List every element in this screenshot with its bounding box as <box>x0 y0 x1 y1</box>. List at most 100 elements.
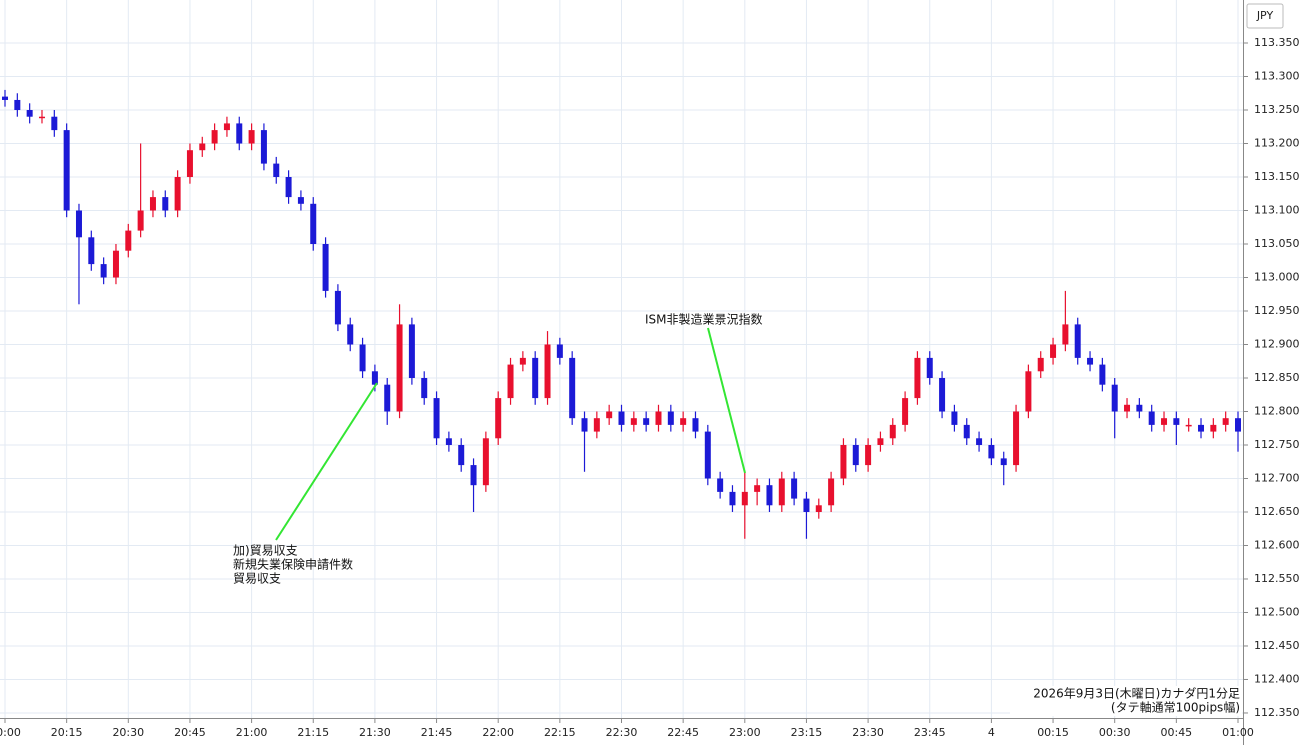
candle-body <box>1087 357 1094 365</box>
x-tick-label: 22:45 <box>667 726 699 739</box>
candle-body <box>371 371 378 385</box>
currency-box <box>1246 3 1284 29</box>
candle-body <box>865 444 872 466</box>
x-tick-label: 21:45 <box>421 726 453 739</box>
candle-body <box>951 411 958 425</box>
candle-body <box>1074 324 1081 358</box>
candle-body <box>1111 384 1118 412</box>
candle-body <box>51 116 58 131</box>
y-tick-label: 112.350 <box>1254 706 1300 719</box>
annotation-pointer <box>275 382 378 541</box>
candle-body <box>408 324 415 378</box>
candle-body <box>1161 418 1168 425</box>
x-tick-label: 21:15 <box>297 726 329 739</box>
candle-body <box>125 230 132 251</box>
candle-body <box>199 143 206 151</box>
annotation-pointer <box>707 327 746 474</box>
candle-body <box>1000 458 1007 466</box>
candle-body <box>976 438 983 445</box>
candle-body <box>1173 418 1180 425</box>
candle-body <box>902 398 909 425</box>
x-tick-label: 22:00 <box>482 726 514 739</box>
candle-body <box>581 418 588 432</box>
candle-body <box>1210 424 1217 432</box>
y-tick-label: 112.800 <box>1254 404 1300 417</box>
candle-body <box>322 244 329 291</box>
candle-body <box>1148 411 1155 425</box>
x-tick-label: 23:45 <box>914 726 946 739</box>
x-tick-label: 22:30 <box>606 726 638 739</box>
y-tick-label: 113.200 <box>1254 137 1300 150</box>
candle-body <box>828 478 835 506</box>
candle-body <box>926 357 933 378</box>
annotation: 新規失業保険申請件数 <box>233 557 353 572</box>
candle-body <box>889 424 896 439</box>
y-tick-label: 112.500 <box>1254 605 1300 618</box>
candle-body <box>334 290 341 325</box>
y-tick-label: 113.300 <box>1254 70 1300 83</box>
x-tick-label: 23:15 <box>791 726 823 739</box>
candle-body <box>100 264 107 278</box>
candle-body <box>1025 371 1032 412</box>
candle-body <box>482 438 489 486</box>
candle-body <box>1099 364 1106 385</box>
candle-body <box>396 324 403 412</box>
x-tick-label: 21:30 <box>359 726 391 739</box>
candle-body <box>174 177 181 211</box>
candle-body <box>593 418 600 432</box>
candle-body <box>2 96 8 100</box>
candle-body <box>26 110 33 117</box>
x-tick-label: 4 <box>988 726 995 739</box>
y-tick-label: 112.700 <box>1254 471 1300 484</box>
y-tick-label: 113.150 <box>1254 170 1300 183</box>
candle-body <box>88 237 95 265</box>
candle-body <box>778 478 785 506</box>
candle-body <box>840 444 847 479</box>
candle-body <box>63 130 70 211</box>
x-tick-label: 00:45 <box>1160 726 1192 739</box>
candle-body <box>618 411 625 425</box>
candle-body <box>766 485 773 506</box>
candle-body <box>556 344 563 358</box>
y-tick-label: 113.050 <box>1254 237 1300 250</box>
y-tick-label: 112.450 <box>1254 639 1300 652</box>
annotation: ISM非製造業景況指数 <box>645 312 763 327</box>
x-tick-label: 00:30 <box>1099 726 1131 739</box>
y-tick-label: 112.850 <box>1254 371 1300 384</box>
x-tick-label: 20:15 <box>51 726 83 739</box>
candle-body <box>285 177 292 198</box>
candle-body <box>1050 344 1057 358</box>
candle-body <box>667 411 674 425</box>
candle-body <box>297 197 304 204</box>
y-tick-label: 113.100 <box>1254 204 1300 217</box>
candle-body <box>532 357 539 399</box>
y-tick-label: 112.750 <box>1254 438 1300 451</box>
candle-body <box>1062 324 1069 345</box>
candle-body <box>914 357 921 399</box>
footnote-bg <box>1010 686 1242 716</box>
candle-body <box>643 418 650 425</box>
y-tick-label: 112.650 <box>1254 505 1300 518</box>
candle-body <box>137 210 144 231</box>
x-tick-label: 21:00 <box>236 726 268 739</box>
candle-body <box>507 364 514 399</box>
candle-body <box>569 357 576 419</box>
candle-body <box>433 398 440 439</box>
candle-body <box>1037 357 1044 372</box>
candle-body <box>729 491 736 506</box>
y-tick-label: 113.250 <box>1254 103 1300 116</box>
candle-body <box>310 203 317 245</box>
candle-body <box>754 485 761 492</box>
candle-body <box>211 130 218 144</box>
candle-body <box>741 491 748 506</box>
candle-body <box>1222 418 1229 425</box>
candle-body <box>347 324 354 345</box>
candle-body <box>852 444 859 466</box>
candle-body <box>655 411 662 425</box>
x-tick-label: 01:00 <box>1222 726 1254 739</box>
annotation: 貿易収支 <box>233 572 281 586</box>
candles <box>2 89 1241 539</box>
candle-body <box>877 438 884 445</box>
candle-body <box>149 197 156 211</box>
